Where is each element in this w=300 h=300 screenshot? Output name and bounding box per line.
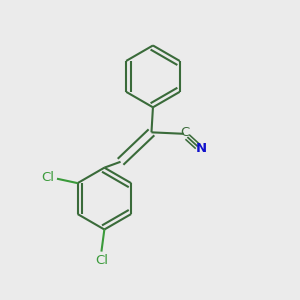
Text: N: N [196,142,207,155]
Text: Cl: Cl [42,171,55,184]
Text: Cl: Cl [95,254,108,267]
Text: C: C [180,126,189,139]
